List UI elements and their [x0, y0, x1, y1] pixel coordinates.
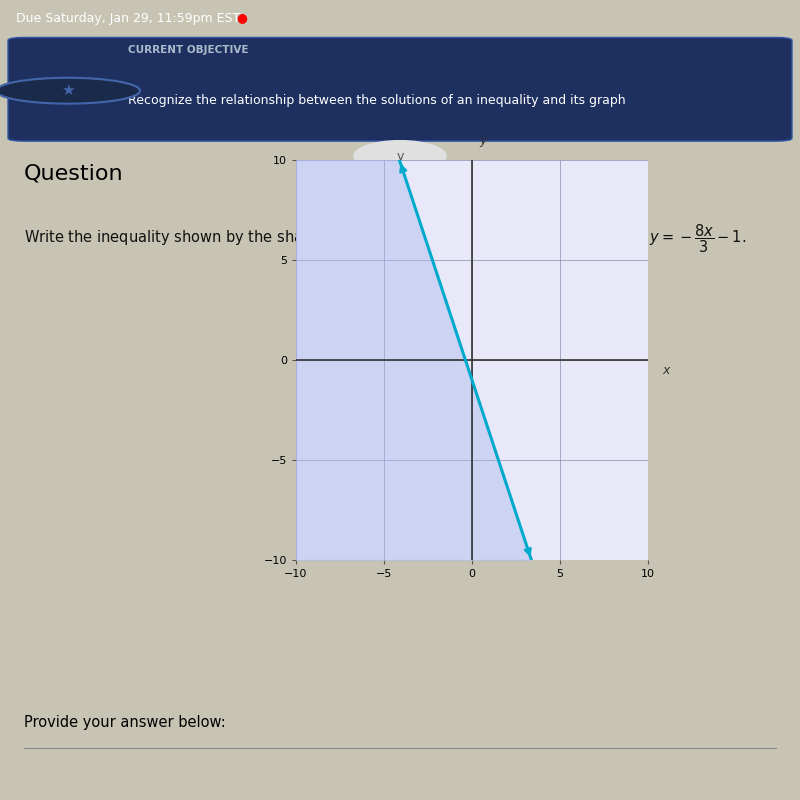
FancyBboxPatch shape: [8, 38, 792, 141]
Text: Due Saturday, Jan 29, 11:59pm EST: Due Saturday, Jan 29, 11:59pm EST: [16, 11, 240, 25]
Text: y: y: [479, 134, 486, 147]
Text: Provide your answer below:: Provide your answer below:: [24, 714, 226, 730]
Text: ★: ★: [61, 83, 75, 98]
Text: ●: ●: [236, 11, 247, 25]
Text: Recognize the relationship between the solutions of an inequality and its graph: Recognize the relationship between the s…: [128, 94, 626, 107]
Text: x: x: [662, 364, 670, 377]
Circle shape: [0, 78, 140, 104]
Text: Question: Question: [24, 164, 124, 184]
Text: Write the inequality shown by the shaded region in the graph with the boundary l: Write the inequality shown by the shaded…: [24, 222, 746, 255]
Text: v: v: [396, 150, 404, 162]
Text: CURRENT OBJECTIVE: CURRENT OBJECTIVE: [128, 46, 249, 55]
Circle shape: [354, 141, 446, 171]
